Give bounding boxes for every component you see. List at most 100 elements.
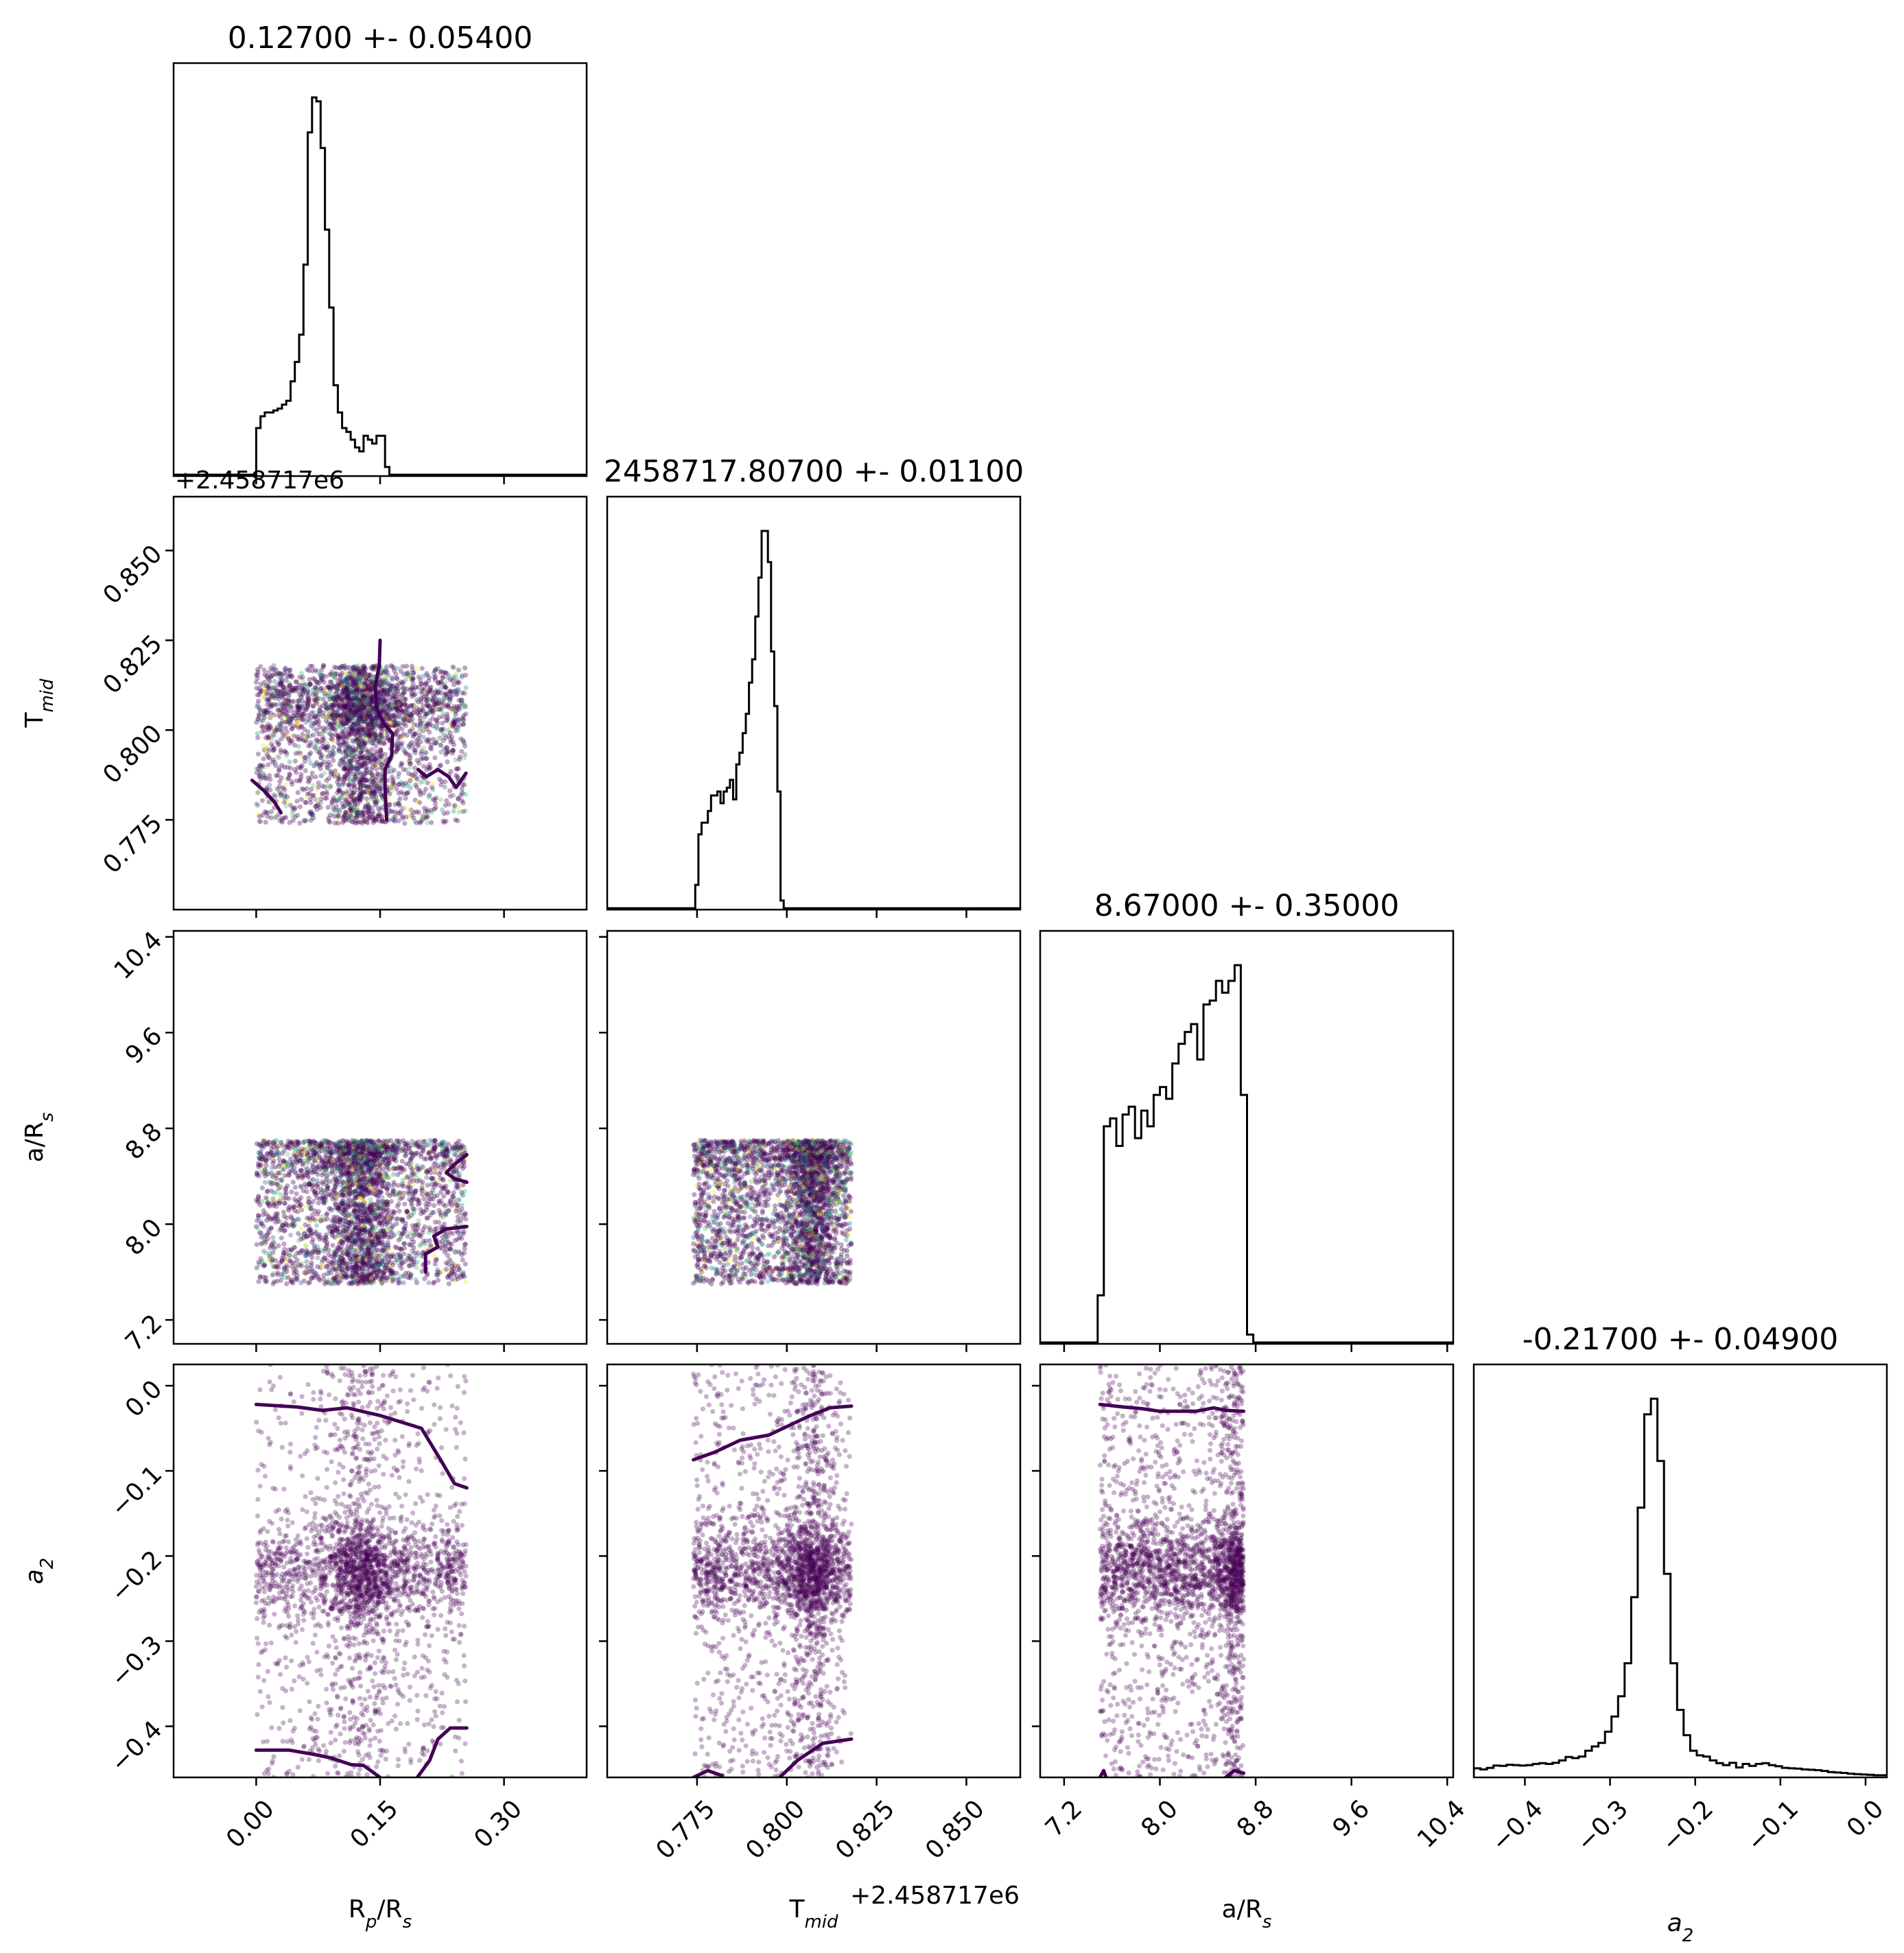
scatter-point — [340, 695, 345, 700]
scatter-point — [312, 743, 318, 749]
scatter-point — [342, 814, 347, 819]
scatter-point — [282, 787, 287, 792]
scatter-point — [373, 744, 379, 749]
scatter-point — [397, 770, 402, 777]
scatter-point — [394, 744, 399, 750]
scatter-point — [366, 811, 371, 817]
scatter-point — [328, 768, 333, 774]
scatter-point — [399, 814, 406, 819]
scatter-point — [362, 811, 368, 816]
scatter-point — [307, 791, 312, 796]
scatter-point — [367, 719, 373, 725]
scatter-point — [404, 783, 410, 789]
scatter-point — [387, 703, 392, 709]
scatter-point — [270, 694, 275, 700]
scatter-point — [438, 690, 445, 696]
scatter-point — [317, 724, 322, 730]
scatter-point — [360, 744, 365, 749]
scatter-point — [346, 690, 352, 696]
scatter-point — [404, 705, 410, 710]
scatter-point — [364, 672, 371, 677]
scatter-point — [341, 781, 346, 786]
scatter-point — [387, 698, 392, 704]
scatter-point — [452, 718, 458, 723]
scatter-point — [322, 691, 328, 696]
scatter-point — [455, 804, 460, 809]
scatter-point — [416, 674, 421, 680]
scatter-point — [281, 705, 286, 711]
scatter-point — [336, 817, 341, 822]
scatter-point — [373, 781, 378, 787]
scatter-point — [407, 765, 413, 770]
scatter-point — [423, 756, 429, 761]
scatter-point — [287, 766, 293, 771]
scatter-point — [359, 791, 364, 797]
scatter-point — [301, 687, 307, 693]
scatter-point — [353, 667, 359, 672]
scatter-point — [369, 751, 375, 757]
scatter-point — [322, 1281, 327, 1287]
scatter-point — [266, 670, 272, 676]
scatter-point — [364, 784, 369, 790]
scatter-point — [395, 737, 401, 743]
scatter-point — [408, 713, 414, 719]
scatter-point — [432, 801, 438, 807]
scatter-point — [264, 776, 270, 781]
scatter-point — [314, 748, 320, 754]
scatter-point — [344, 718, 350, 724]
scatter-point — [350, 699, 355, 705]
scatter-point — [328, 772, 334, 777]
scatter-point — [381, 740, 387, 746]
scatter-point — [463, 792, 469, 797]
scatter-point — [261, 722, 267, 727]
scatter-point — [362, 665, 368, 670]
scatter-point — [380, 700, 386, 705]
scatter-point — [305, 701, 310, 707]
scatter-point — [305, 704, 311, 709]
scatter-point — [298, 772, 304, 777]
scatter-point — [304, 690, 309, 696]
scatter-point — [416, 712, 422, 718]
scatter-point — [344, 720, 349, 726]
scatter-point — [298, 694, 304, 700]
scatter-point — [386, 687, 392, 693]
scatter-point — [444, 714, 450, 720]
scatter-point — [456, 680, 462, 685]
scatter-point — [423, 698, 430, 703]
scatter-point — [432, 675, 437, 680]
scatter-point — [311, 815, 316, 820]
scatter-point — [367, 672, 373, 678]
scatter-point — [360, 790, 366, 795]
scatter-point — [345, 712, 351, 718]
scatter-point — [442, 704, 447, 709]
scatter-point — [336, 736, 341, 742]
scatter-point — [316, 739, 322, 744]
scatter-point — [274, 753, 279, 759]
scatter-point — [336, 782, 342, 788]
scatter-point — [386, 709, 392, 714]
scatter-point — [357, 740, 362, 746]
scatter-point — [314, 728, 320, 733]
scatter-point — [403, 1152, 408, 1158]
scatter-point — [268, 704, 273, 709]
scatter-point — [253, 680, 259, 685]
scatter-point — [385, 713, 390, 718]
scatter-point — [447, 677, 454, 683]
scatter-point — [330, 1242, 336, 1248]
scatter-point — [280, 693, 285, 698]
scatter-point — [438, 727, 444, 733]
scatter-point — [338, 672, 343, 678]
scatter-point — [406, 670, 412, 676]
scatter-point — [360, 704, 366, 709]
scatter-point — [349, 696, 355, 702]
scatter-point — [459, 674, 465, 680]
scatter-point — [373, 818, 378, 824]
scatter-point — [347, 804, 353, 809]
scatter-point — [397, 703, 402, 709]
scatter-point — [264, 691, 270, 697]
scatter-point — [366, 787, 372, 792]
scatter-point — [395, 666, 401, 672]
scatter-point — [366, 685, 371, 690]
scatter-point — [316, 713, 322, 719]
scatter-point — [361, 712, 366, 718]
